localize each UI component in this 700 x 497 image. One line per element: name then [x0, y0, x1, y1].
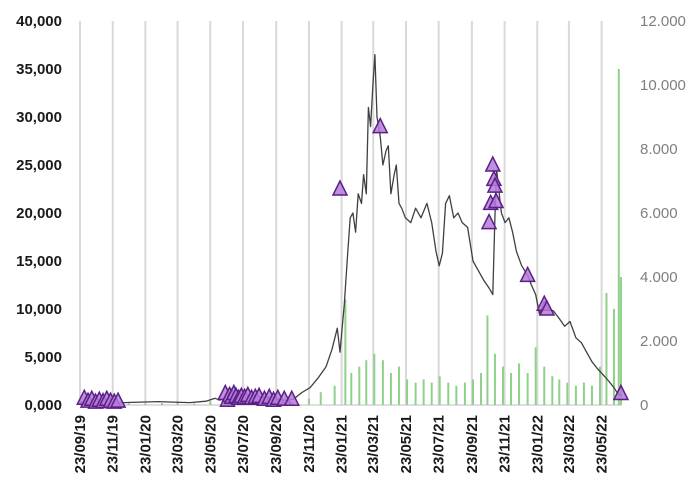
volume-bar [397, 366, 400, 405]
x-tick: 23/05/20 [202, 415, 219, 473]
x-tick: 23/11/19 [105, 415, 122, 473]
volume-bar [381, 360, 384, 405]
x-tick: 23/07/20 [235, 415, 252, 473]
y-left-tick: 0,000 [24, 397, 62, 414]
volume-bar [493, 353, 496, 405]
x-tick: 23/03/21 [365, 415, 382, 473]
volume-bar [455, 385, 458, 405]
triangle-marker [283, 389, 300, 406]
triangle-marker [484, 155, 502, 172]
x-tick: 23/05/22 [594, 415, 611, 473]
y-left-tick: 40,000 [16, 13, 62, 30]
x-tick: 23/01/22 [529, 415, 546, 473]
volume-bar [430, 382, 433, 405]
y-left-tick: 15,000 [16, 253, 62, 270]
volume-bar [307, 398, 310, 405]
volume-bar [574, 385, 577, 405]
triangle-marker [487, 191, 505, 209]
gridlines [79, 21, 622, 406]
volume-bar [422, 379, 425, 405]
volume-bar [447, 382, 450, 405]
volume-bar [471, 379, 474, 405]
x-tick: 23/11/20 [301, 415, 318, 473]
volume-bar [582, 382, 585, 405]
volume-bar [543, 366, 546, 405]
x-tick: 23/09/21 [464, 415, 481, 473]
x-tick: 23/01/21 [334, 415, 351, 473]
volume-bar [373, 353, 376, 405]
y-right-tick: 10.000 [640, 77, 686, 94]
volume-bar [209, 401, 212, 405]
volume-bar [161, 403, 164, 405]
volume-bar [534, 347, 537, 405]
triangle-markers [76, 116, 630, 409]
x-tick: 23/03/22 [561, 415, 578, 473]
x-tick: 23/09/19 [72, 415, 89, 473]
volume-bar [333, 385, 336, 405]
x-tick: 23/09/20 [268, 415, 285, 473]
volume-bar [599, 366, 602, 405]
volume-bar [617, 69, 620, 405]
x-tick: 23/11/21 [497, 415, 514, 473]
volume-bar [176, 401, 179, 405]
triangle-marker [331, 179, 349, 196]
triangle-marker [480, 212, 498, 230]
triangle-marker [519, 265, 536, 283]
price-line-path [79, 53, 623, 404]
volume-bar [127, 403, 130, 405]
volume-bar [566, 382, 569, 405]
volume-bar [619, 277, 622, 405]
triangle-marker [612, 383, 630, 401]
x-tick: 23/03/20 [170, 415, 187, 473]
price-line [79, 53, 623, 404]
volume-bar [558, 379, 561, 405]
triangle-marker [486, 176, 504, 193]
y-right-tick: 6.000 [640, 205, 678, 222]
volume-bar [319, 392, 322, 405]
volume-bar [389, 373, 392, 405]
triangle-marker [538, 299, 556, 316]
volume-bar [605, 293, 608, 405]
volume-bar [193, 403, 196, 405]
volume-bars [79, 69, 622, 405]
y-left-tick: 10,000 [16, 301, 62, 318]
volume-bar [144, 403, 147, 405]
volume-bar [510, 373, 513, 405]
volume-bar [551, 376, 554, 405]
triangle-marker [372, 116, 389, 134]
volume-bar [344, 299, 347, 405]
y-right-tick: 0 [640, 397, 648, 414]
volume-bar [358, 366, 361, 405]
volume-bar [518, 363, 521, 405]
y-left-tick: 35,000 [16, 61, 62, 78]
triangle-marker [109, 391, 127, 408]
axis-ticks: 0,000 5,000 10,000 15,000 20,000 25,000 30,000… [16, 13, 686, 473]
volume-bar [406, 379, 409, 405]
volume-bar [501, 366, 504, 405]
volume-bar [365, 360, 368, 405]
volume-bar [526, 373, 529, 405]
volume-bar [463, 382, 466, 405]
volume-bar [414, 382, 417, 405]
x-tick: 23/05/21 [398, 415, 415, 473]
y-left-tick: 20,000 [16, 205, 62, 222]
volume-bar [438, 376, 441, 405]
y-left-tick: 25,000 [16, 157, 62, 174]
y-left-tick: 30,000 [16, 109, 62, 126]
volume-bar [350, 373, 353, 405]
volume-bar [486, 315, 489, 405]
y-right-tick: 12.000 [640, 13, 686, 30]
x-tick: 23/01/20 [137, 415, 154, 473]
volume-bar [480, 373, 483, 405]
volume-bar [590, 385, 593, 405]
y-right-tick: 2.000 [640, 333, 678, 350]
volume-bar [612, 309, 615, 405]
y-right-tick: 8.000 [640, 141, 678, 158]
y-left-tick: 5,000 [24, 349, 62, 366]
x-tick: 23/07/21 [431, 415, 448, 473]
y-right-tick: 4.000 [640, 269, 678, 286]
